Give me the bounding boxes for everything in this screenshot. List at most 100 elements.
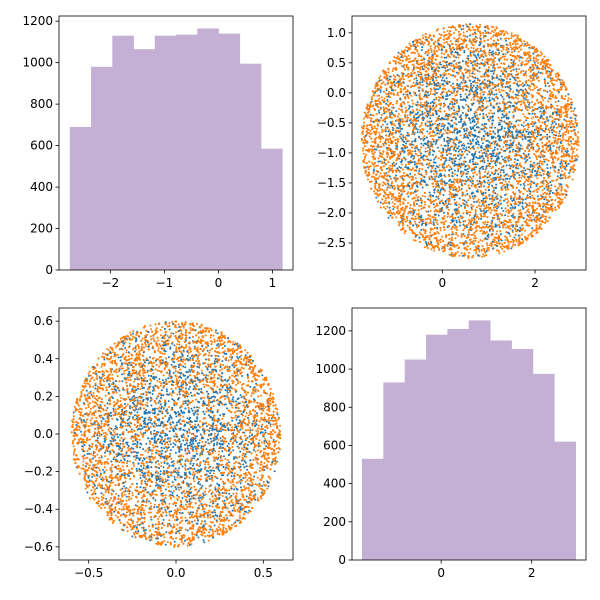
scatter-point-outer: [456, 178, 459, 181]
scatter-point-outer: [395, 82, 398, 85]
y-tick-label: 400: [30, 180, 53, 194]
scatter-point-outer: [568, 155, 571, 158]
scatter-point-outer: [462, 212, 465, 215]
scatter-point-inner: [460, 141, 462, 143]
scatter-point-inner: [453, 208, 456, 211]
scatter-point-outer: [536, 58, 539, 61]
scatter-point-outer: [490, 64, 492, 66]
scatter-point-outer: [429, 92, 432, 95]
scatter-point-outer: [474, 81, 477, 84]
scatter-point-outer: [497, 42, 500, 45]
scatter-point-outer: [570, 166, 573, 169]
scatter-point-outer: [414, 215, 417, 218]
scatter-point-outer: [491, 61, 494, 64]
scatter-point-inner: [465, 149, 467, 151]
scatter-point-outer: [459, 241, 462, 244]
scatter-point-outer: [574, 168, 577, 171]
scatter-point-outer: [467, 85, 470, 88]
scatter-point-outer: [449, 221, 452, 224]
scatter-point-outer: [564, 133, 567, 136]
scatter-point-outer: [507, 215, 509, 218]
scatter-point-outer: [391, 181, 393, 183]
scatter-point-outer: [402, 188, 404, 191]
scatter-point-outer: [460, 233, 463, 235]
scatter-point-outer: [386, 205, 389, 208]
scatter-point-outer: [516, 80, 519, 83]
scatter-point-outer: [418, 125, 421, 128]
scatter-point-outer: [532, 214, 535, 217]
scatter-point-outer: [558, 185, 561, 188]
scatter-point-outer: [489, 32, 492, 35]
x-tick-label: 0: [215, 276, 223, 290]
scatter-point-inner: [419, 113, 422, 116]
scatter-point-outer: [483, 107, 486, 110]
scatter-point-outer: [479, 229, 482, 232]
scatter-point-outer: [561, 173, 564, 176]
scatter-point-inner: [491, 240, 494, 243]
scatter-point-outer: [568, 123, 571, 126]
scatter-point-outer: [382, 106, 385, 109]
scatter-point-inner: [555, 123, 557, 125]
scatter-point-outer: [506, 77, 508, 80]
scatter-point-outer: [528, 224, 531, 227]
scatter-point-outer: [438, 48, 441, 51]
scatter-point-outer: [487, 170, 490, 173]
y-tick-label: 800: [30, 97, 53, 111]
scatter-point-outer: [530, 194, 533, 197]
scatter-point-outer: [560, 86, 562, 89]
scatter-point-outer: [442, 132, 445, 135]
scatter-point-inner: [441, 76, 444, 79]
scatter-point-outer: [458, 212, 461, 215]
scatter-point-outer: [445, 91, 448, 94]
scatter-point-outer: [531, 79, 534, 82]
scatter-point-inner: [458, 67, 461, 70]
scatter-point-outer: [462, 142, 465, 145]
scatter-point-outer: [531, 101, 534, 104]
x-tick-label: 1: [269, 276, 277, 290]
x-tick-label: −1: [156, 276, 174, 290]
scatter-point-inner: [449, 152, 452, 155]
scatter-point-inner: [438, 115, 440, 118]
scatter-point-outer: [554, 73, 557, 76]
scatter-point-outer: [547, 176, 550, 179]
y-tick-label: 600: [30, 139, 53, 153]
scatter-point-outer: [371, 161, 374, 164]
scatter-point-outer: [521, 42, 524, 45]
scatter-point-outer: [481, 91, 484, 94]
scatter-point-inner: [543, 160, 546, 163]
scatter-point-outer: [488, 244, 491, 247]
scatter-point-outer: [507, 208, 510, 211]
scatter-point-outer: [405, 185, 408, 188]
scatter-point-outer: [440, 144, 443, 147]
scatter-point-outer: [457, 190, 459, 193]
scatter-point-outer: [565, 130, 568, 133]
scatter-point-outer: [564, 95, 567, 98]
scatter-point-outer: [446, 215, 449, 218]
scatter-point-outer: [426, 120, 429, 123]
scatter-point-inner: [471, 72, 474, 75]
scatter-point-outer: [447, 200, 450, 203]
scatter-point-outer: [482, 247, 485, 250]
scatter-point-outer: [543, 170, 546, 173]
scatter-point-outer: [466, 70, 469, 73]
scatter-point-inner: [469, 126, 472, 129]
scatter-point-outer: [394, 139, 397, 141]
scatter-point-outer: [564, 175, 567, 178]
scatter-point-inner: [547, 119, 550, 122]
scatter-point-outer: [407, 101, 409, 104]
scatter-point-inner: [452, 233, 455, 236]
scatter-point-inner: [482, 55, 485, 58]
scatter-point-inner: [488, 96, 491, 99]
scatter-point-inner: [463, 134, 466, 137]
scatter-point-inner: [448, 93, 451, 96]
scatter-point-outer: [470, 234, 473, 237]
scatter-point-outer: [444, 220, 447, 223]
scatter-point-outer: [506, 202, 509, 204]
scatter-point-outer: [524, 229, 526, 232]
scatter-point-outer: [510, 32, 513, 35]
scatter-point-outer: [454, 26, 457, 29]
scatter-point-outer: [414, 220, 416, 223]
scatter-point-outer: [467, 231, 470, 234]
scatter-point-outer: [567, 97, 570, 100]
scatter-point-inner: [416, 79, 418, 82]
